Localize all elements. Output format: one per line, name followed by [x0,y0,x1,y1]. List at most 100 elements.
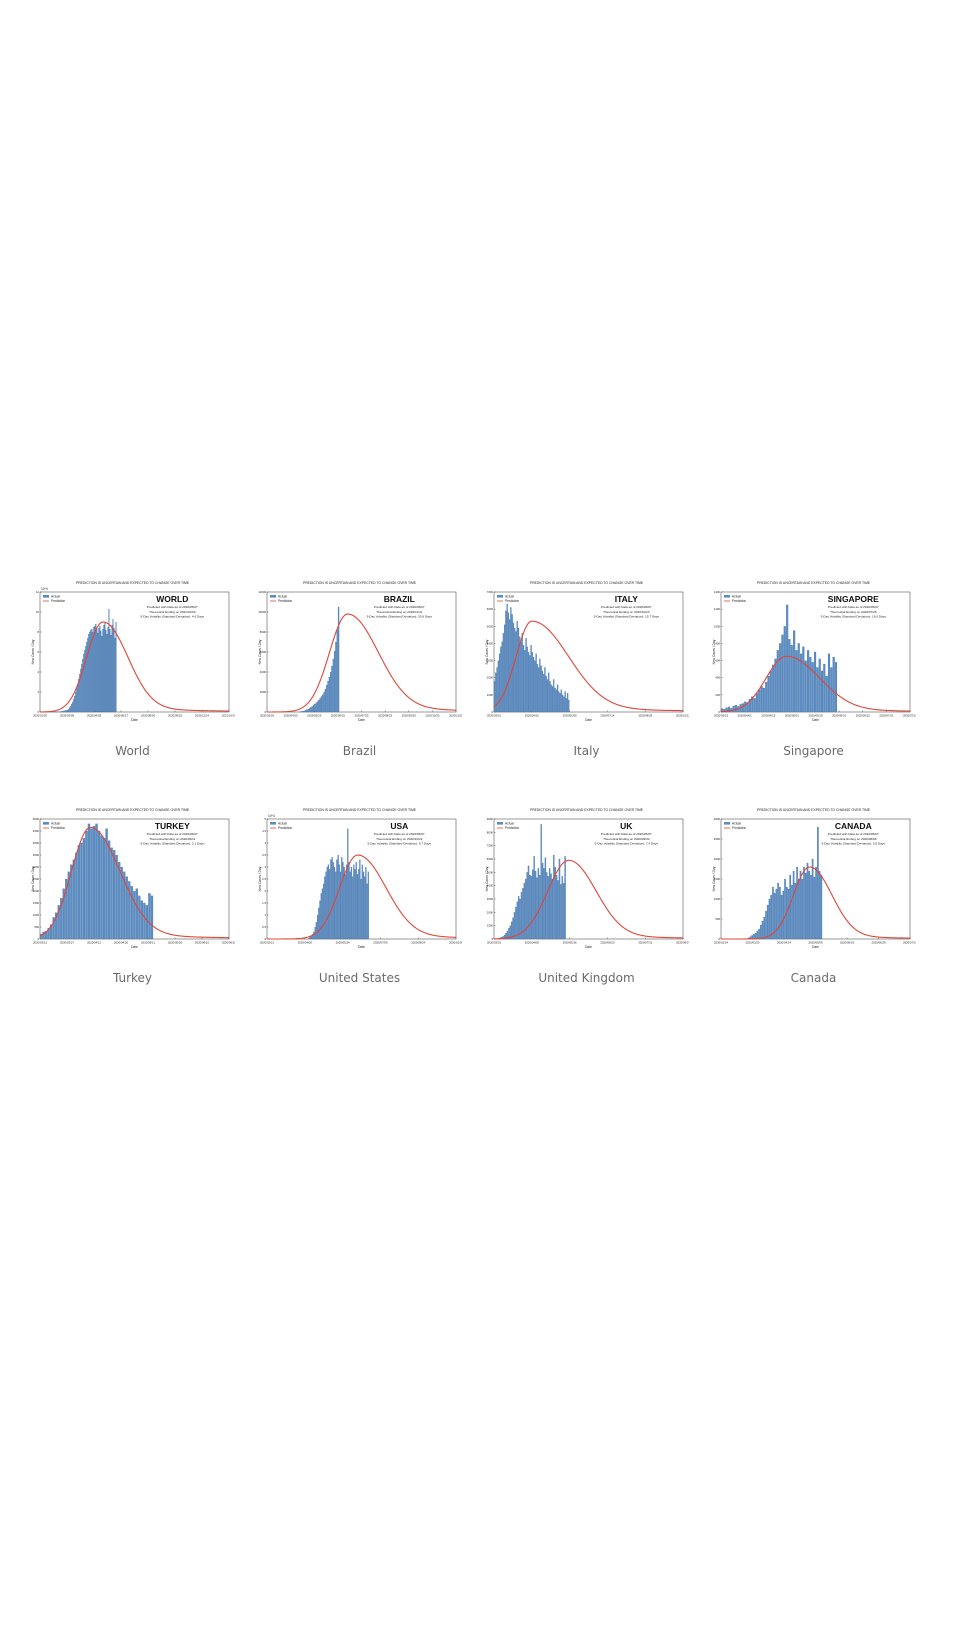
actual-bar [558,858,561,940]
x-tick-label: 2020/05/24 [336,941,350,945]
actual-bar [114,637,116,713]
x-tick-label: 2020/04/14 [777,941,791,945]
actual-bar [816,667,819,713]
actual-bar [328,676,330,713]
y-tick-label: 2000 [487,910,494,914]
chart-banner: PREDICTION IS UNCERTAIN AND EXPECTED TO … [757,581,871,585]
actual-bar [62,888,65,940]
chart-panel-italy: PREDICTION IS UNCERTAIN AND EXPECTED TO … [484,578,689,758]
actual-bar [92,631,94,713]
legend-label-prediction: Prediction [732,826,746,830]
x-tick-label: 2020/01/20 [33,714,47,718]
x-tick-label: 2020/09/25 [168,714,182,718]
actual-bar [504,624,506,713]
y-tick-label: 4000 [260,670,267,674]
chart-annotation: Predicted with Data as of 2020/05/07 [601,832,652,836]
x-tick-label: 2020/05/25 [307,714,321,718]
actual-bar [763,916,766,940]
actual-bar [60,711,62,713]
chart-title: UK [620,821,633,831]
actual-bar [521,633,523,713]
country-caption: United Kingdom [538,971,635,985]
actual-bar [315,702,317,713]
x-tick-label: 2020/03/01 [487,714,501,718]
actual-bar [323,883,325,940]
actual-bar [102,628,104,713]
actual-bar [827,653,831,713]
actual-bar [145,905,149,940]
legend-label-actual: Actual [505,821,514,825]
actual-bar [508,928,510,940]
actual-bar [549,681,551,713]
chart-title: ITALY [615,594,638,604]
legend-swatch-actual [497,822,503,825]
actual-bar [325,871,327,940]
axis-exponent: 10^4 [41,587,48,591]
actual-bar [335,641,337,713]
actual-bar [336,629,338,713]
x-tick-label: 2020/04/15 [525,714,539,718]
legend-label-prediction: Prediction [278,599,292,603]
actual-bar [307,708,309,713]
chart-panel-united-kingdom: PREDICTION IS UNCERTAIN AND EXPECTED TO … [484,805,689,985]
y-tick-label: 7000 [487,590,494,594]
y-tick-label: 3000 [487,659,494,663]
legend-label-prediction: Prediction [51,599,65,603]
x-tick-label: 2020/03/15 [714,714,728,718]
chart-annotation: Theoretical Ending on 2020/07/25 [830,610,877,614]
actual-bar [65,878,68,940]
actual-bar [777,882,779,940]
y-tick-label: 9000 [487,817,494,821]
chart-title: USA [390,821,408,831]
actual-bar [88,633,90,713]
actual-bar [335,871,337,940]
chart-banner: PREDICTION IS UNCERTAIN AND EXPECTED TO … [303,581,417,585]
actual-bar [548,672,550,713]
y-tick-label: 3000 [714,817,721,821]
country-caption: Turkey [112,971,153,985]
actual-bar [543,868,545,940]
actual-bar [318,699,320,713]
actual-bar [70,705,72,713]
actual-bar [350,866,353,940]
actual-bar [498,653,501,713]
x-tick-label: 2020/02/21 [260,941,274,945]
x-tick-label: 2020/10/12 [676,714,689,718]
actual-bar [315,922,317,940]
prediction-curve [267,854,457,940]
country-caption: Brazil [342,744,377,758]
actual-bar [811,858,814,940]
plot-frame [493,818,684,940]
actual-bar [526,646,528,713]
chart-annotation: Predicted with Data as of 2020/05/07 [828,605,879,609]
actual-bar [546,872,548,940]
legend-label-actual: Actual [51,594,60,598]
actual-bar [61,711,63,713]
x-tick-label: 2020/07/25 [355,714,369,718]
actual-bar [505,932,507,940]
actual-bar [775,888,778,940]
actual-bar [63,710,65,713]
actual-bar [532,657,535,713]
actual-bar [308,708,311,713]
y-tick-label: 0 [264,710,266,714]
actual-bar [90,629,92,713]
y-tick-label: 2000 [260,690,267,694]
x-tick-label: 2020/08/28 [638,714,652,718]
actual-bar [818,658,821,713]
actual-bar [568,699,570,713]
x-tick-label: 2020/05/16 [563,941,577,945]
actual-bar [112,618,114,713]
y-tick-label: 0 [264,937,266,941]
actual-bar [525,878,527,940]
actual-bar [130,886,133,940]
actual-bar [148,893,151,940]
y-tick-label: 600 [715,659,720,663]
y-tick-label: 0 [37,937,39,941]
y-tick-label: 2500 [714,837,721,841]
actual-bar [803,866,805,940]
actual-bar [725,707,728,713]
actual-bar [551,878,554,940]
actual-bar [760,686,763,713]
actual-bar [815,866,817,940]
